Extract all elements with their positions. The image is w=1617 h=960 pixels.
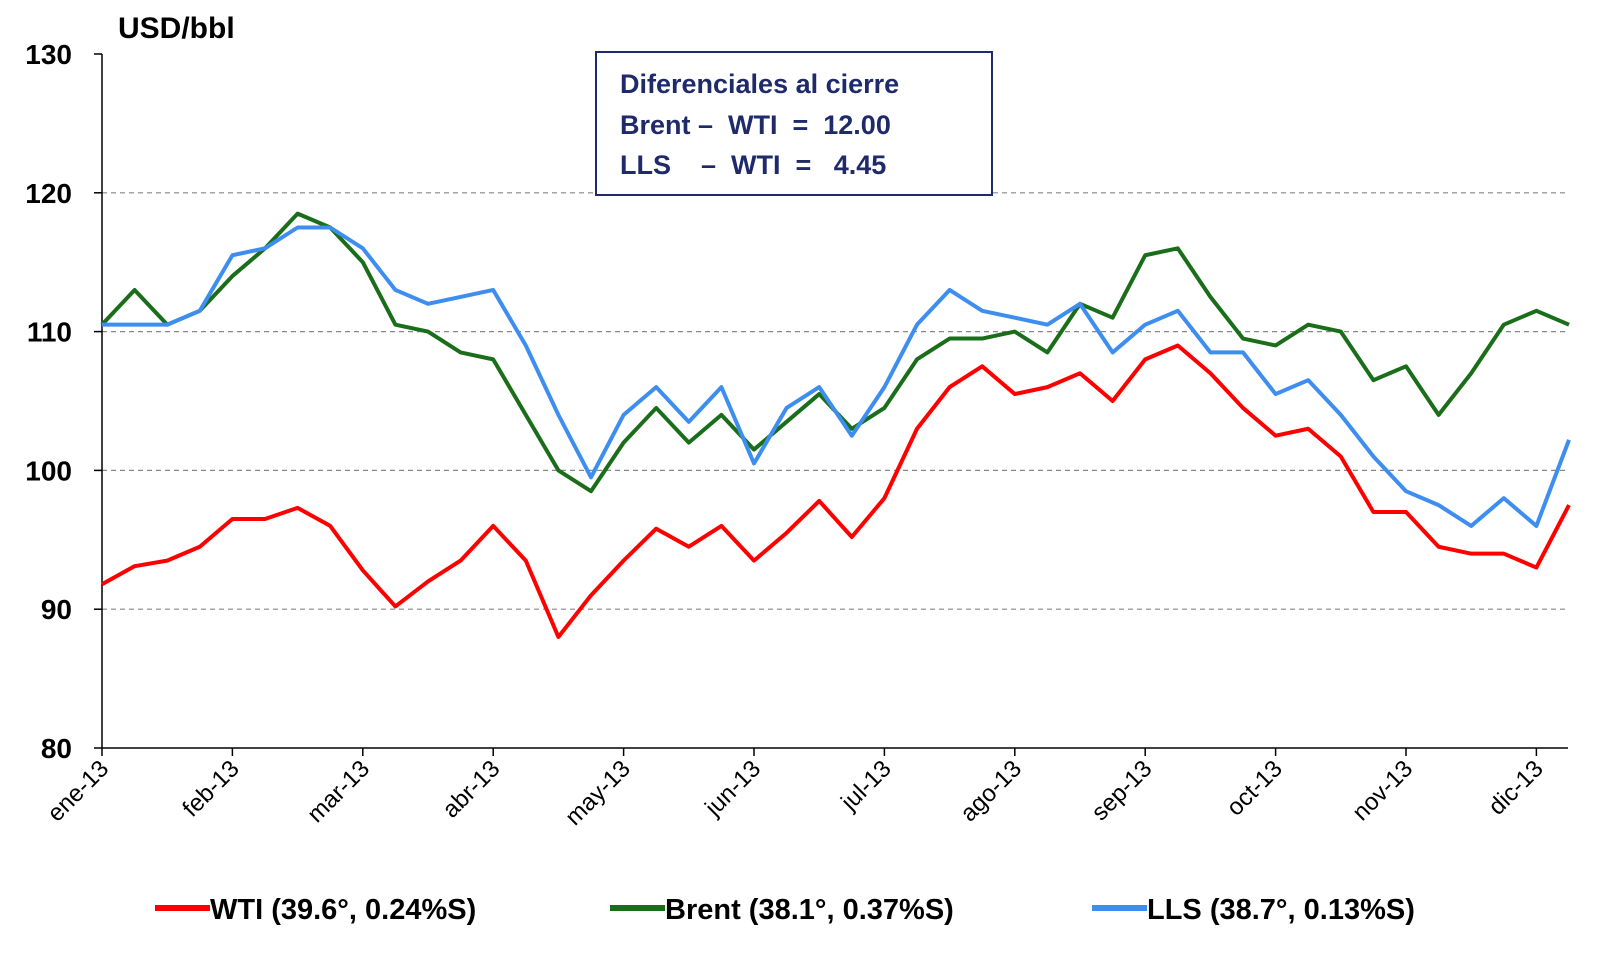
annotation-box <box>595 51 993 196</box>
x-tick-label: ene-13 <box>42 755 114 827</box>
y-tick-label: 80 <box>41 733 72 764</box>
legend-label: WTI (39.6°, 0.24%S) <box>210 894 476 926</box>
annotation-line: Brent – WTI = 12.00 <box>620 110 891 140</box>
x-tick-label: ago-13 <box>955 755 1027 827</box>
x-tick-label: may-13 <box>560 755 636 831</box>
x-tick-label: mar-13 <box>302 755 375 828</box>
y-unit-label: USD/bbl <box>118 12 235 45</box>
y-tick-label: 90 <box>41 594 72 625</box>
y-tick-label: 100 <box>25 455 72 486</box>
legend-label: LLS (38.7°, 0.13%S) <box>1147 894 1415 926</box>
y-tick-label: 130 <box>25 39 72 70</box>
legend-label: Brent (38.1°, 0.37%S) <box>665 894 954 926</box>
x-tick-label: sep-13 <box>1086 755 1157 826</box>
series-line <box>102 225 1571 528</box>
y-tick-label: 120 <box>25 178 72 209</box>
series-line <box>101 343 1571 639</box>
series-line <box>100 211 1570 494</box>
x-tick-label: oct-13 <box>1222 755 1288 821</box>
x-tick-label: jun-13 <box>699 755 766 822</box>
annotation-line: Diferenciales al cierre <box>620 69 899 99</box>
y-tick-label: 110 <box>27 317 72 348</box>
x-tick-label: abr-13 <box>437 755 505 823</box>
x-tick-label: nov-13 <box>1347 755 1418 826</box>
x-tick-label: jul-13 <box>835 755 896 816</box>
x-tick-label: dic-13 <box>1483 755 1548 820</box>
annotation-line: LLS – WTI = 4.45 <box>620 150 886 180</box>
x-tick-label: feb-13 <box>177 755 244 822</box>
